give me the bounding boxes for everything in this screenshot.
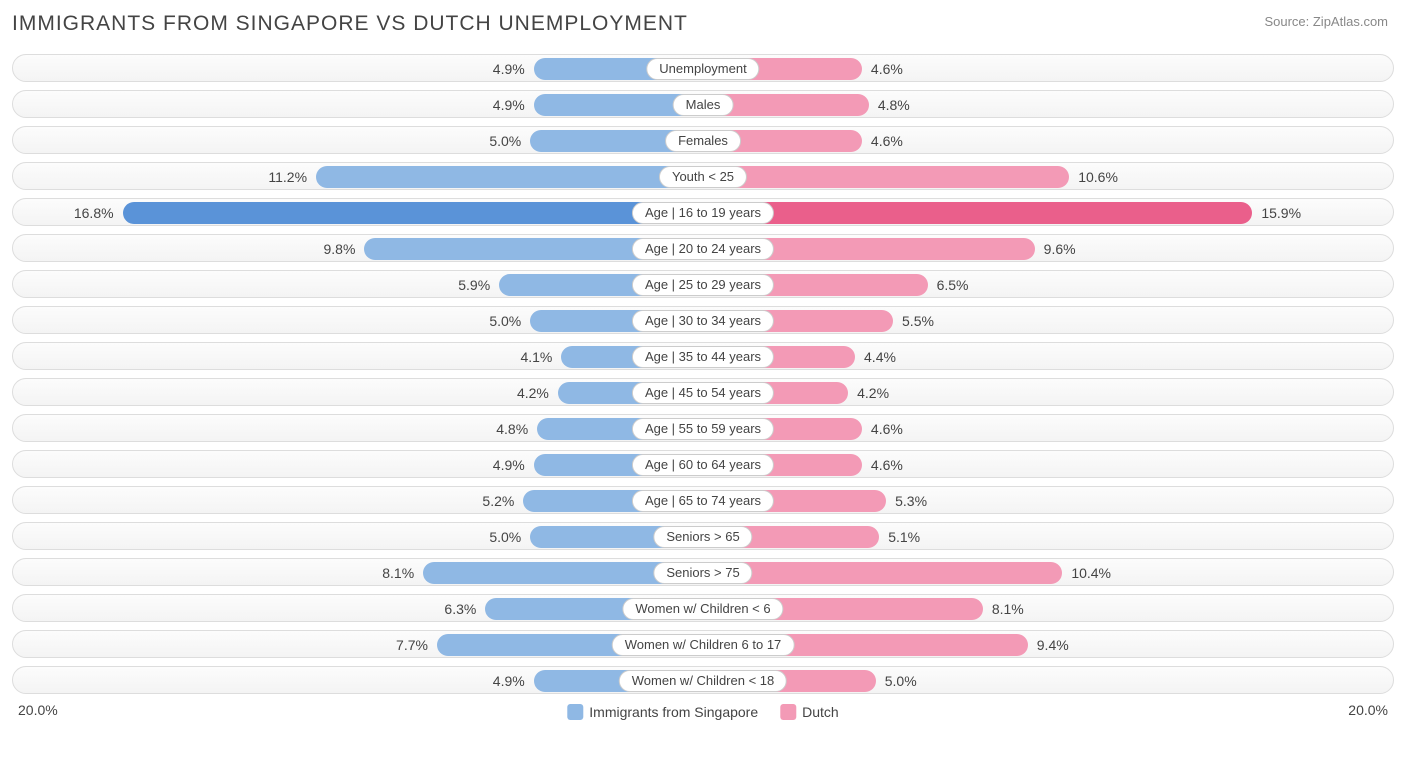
source-attribution: Source: ZipAtlas.com bbox=[1264, 14, 1388, 29]
value-label-right: 10.4% bbox=[1071, 559, 1111, 587]
chart-row: 9.8% 9.6% Age | 20 to 24 years bbox=[12, 234, 1394, 262]
value-label-left: 8.1% bbox=[382, 559, 414, 587]
category-label: Age | 30 to 34 years bbox=[632, 310, 774, 332]
legend: Immigrants from Singapore Dutch bbox=[567, 704, 838, 720]
chart-row: 5.0% 5.5% Age | 30 to 34 years bbox=[12, 306, 1394, 334]
value-label-right: 5.1% bbox=[888, 523, 920, 551]
value-label-left: 4.2% bbox=[517, 379, 549, 407]
value-label-right: 10.6% bbox=[1078, 163, 1118, 191]
chart-row: 11.2% 10.6% Youth < 25 bbox=[12, 162, 1394, 190]
category-label: Females bbox=[665, 130, 741, 152]
value-label-right: 4.6% bbox=[871, 55, 903, 83]
value-label-left: 4.9% bbox=[493, 667, 525, 695]
chart-row: 4.9% 4.6% Age | 60 to 64 years bbox=[12, 450, 1394, 478]
value-label-left: 5.0% bbox=[489, 523, 521, 551]
category-label: Age | 16 to 19 years bbox=[632, 202, 774, 224]
category-label: Age | 20 to 24 years bbox=[632, 238, 774, 260]
value-label-left: 4.9% bbox=[493, 55, 525, 83]
value-label-left: 16.8% bbox=[74, 199, 114, 227]
value-label-right: 5.5% bbox=[902, 307, 934, 335]
category-label: Age | 55 to 59 years bbox=[632, 418, 774, 440]
legend-swatch-icon bbox=[780, 704, 796, 720]
chart-row: 7.7% 9.4% Women w/ Children 6 to 17 bbox=[12, 630, 1394, 658]
value-label-left: 6.3% bbox=[444, 595, 476, 623]
value-label-left: 5.9% bbox=[458, 271, 490, 299]
axis-max-left: 20.0% bbox=[18, 702, 58, 718]
axis-max-right: 20.0% bbox=[1348, 702, 1388, 718]
category-label: Youth < 25 bbox=[659, 166, 747, 188]
value-label-right: 9.4% bbox=[1037, 631, 1069, 659]
chart-row: 5.0% 4.6% Females bbox=[12, 126, 1394, 154]
chart-row: 6.3% 8.1% Women w/ Children < 6 bbox=[12, 594, 1394, 622]
chart-row: 4.9% 4.8% Males bbox=[12, 90, 1394, 118]
legend-label: Immigrants from Singapore bbox=[589, 704, 758, 720]
chart-row: 8.1% 10.4% Seniors > 75 bbox=[12, 558, 1394, 586]
chart-row: 4.2% 4.2% Age | 45 to 54 years bbox=[12, 378, 1394, 406]
category-label: Women w/ Children < 6 bbox=[622, 598, 783, 620]
value-label-right: 4.8% bbox=[878, 91, 910, 119]
chart-row: 4.8% 4.6% Age | 55 to 59 years bbox=[12, 414, 1394, 442]
legend-item-left: Immigrants from Singapore bbox=[567, 704, 758, 720]
category-label: Age | 60 to 64 years bbox=[632, 454, 774, 476]
value-label-right: 15.9% bbox=[1261, 199, 1301, 227]
bar-right bbox=[703, 166, 1069, 188]
category-label: Age | 45 to 54 years bbox=[632, 382, 774, 404]
value-label-right: 4.6% bbox=[871, 415, 903, 443]
value-label-left: 4.9% bbox=[493, 91, 525, 119]
value-label-right: 5.0% bbox=[885, 667, 917, 695]
chart-area: 4.9% 4.6% Unemployment 4.9% 4.8% Males 5.0% 4.6… bbox=[12, 54, 1394, 726]
category-label: Women w/ Children 6 to 17 bbox=[612, 634, 795, 656]
chart-row: 4.9% 5.0% Women w/ Children < 18 bbox=[12, 666, 1394, 694]
value-label-right: 4.6% bbox=[871, 451, 903, 479]
bar-right bbox=[703, 202, 1252, 224]
chart-row: 4.1% 4.4% Age | 35 to 44 years bbox=[12, 342, 1394, 370]
value-label-left: 5.0% bbox=[489, 127, 521, 155]
value-label-left: 5.2% bbox=[482, 487, 514, 515]
value-label-right: 9.6% bbox=[1044, 235, 1076, 263]
category-label: Age | 35 to 44 years bbox=[632, 346, 774, 368]
value-label-right: 4.4% bbox=[864, 343, 896, 371]
value-label-right: 8.1% bbox=[992, 595, 1024, 623]
category-label: Unemployment bbox=[646, 58, 759, 80]
axis-row: 20.0% 20.0% Immigrants from Singapore Dutch bbox=[12, 702, 1394, 726]
value-label-right: 4.6% bbox=[871, 127, 903, 155]
value-label-left: 4.9% bbox=[493, 451, 525, 479]
value-label-left: 7.7% bbox=[396, 631, 428, 659]
chart-row: 5.2% 5.3% Age | 65 to 74 years bbox=[12, 486, 1394, 514]
bar-left bbox=[123, 202, 703, 224]
legend-swatch-icon bbox=[567, 704, 583, 720]
value-label-right: 4.2% bbox=[857, 379, 889, 407]
chart-title: IMMIGRANTS FROM SINGAPORE VS DUTCH UNEMP… bbox=[12, 12, 1394, 36]
value-label-left: 11.2% bbox=[268, 163, 307, 191]
value-label-right: 5.3% bbox=[895, 487, 927, 515]
chart-row: 16.8% 15.9% Age | 16 to 19 years bbox=[12, 198, 1394, 226]
category-label: Males bbox=[673, 94, 734, 116]
value-label-left: 4.8% bbox=[496, 415, 528, 443]
legend-item-right: Dutch bbox=[780, 704, 839, 720]
chart-row: 4.9% 4.6% Unemployment bbox=[12, 54, 1394, 82]
chart-row: 5.9% 6.5% Age | 25 to 29 years bbox=[12, 270, 1394, 298]
category-label: Age | 25 to 29 years bbox=[632, 274, 774, 296]
category-label: Seniors > 75 bbox=[653, 562, 752, 584]
bar-left bbox=[316, 166, 703, 188]
category-label: Age | 65 to 74 years bbox=[632, 490, 774, 512]
value-label-left: 5.0% bbox=[489, 307, 521, 335]
chart-row: 5.0% 5.1% Seniors > 65 bbox=[12, 522, 1394, 550]
category-label: Seniors > 65 bbox=[653, 526, 752, 548]
value-label-left: 4.1% bbox=[520, 343, 552, 371]
category-label: Women w/ Children < 18 bbox=[619, 670, 787, 692]
bar-right bbox=[703, 562, 1062, 584]
value-label-left: 9.8% bbox=[324, 235, 356, 263]
legend-label: Dutch bbox=[802, 704, 839, 720]
value-label-right: 6.5% bbox=[937, 271, 969, 299]
